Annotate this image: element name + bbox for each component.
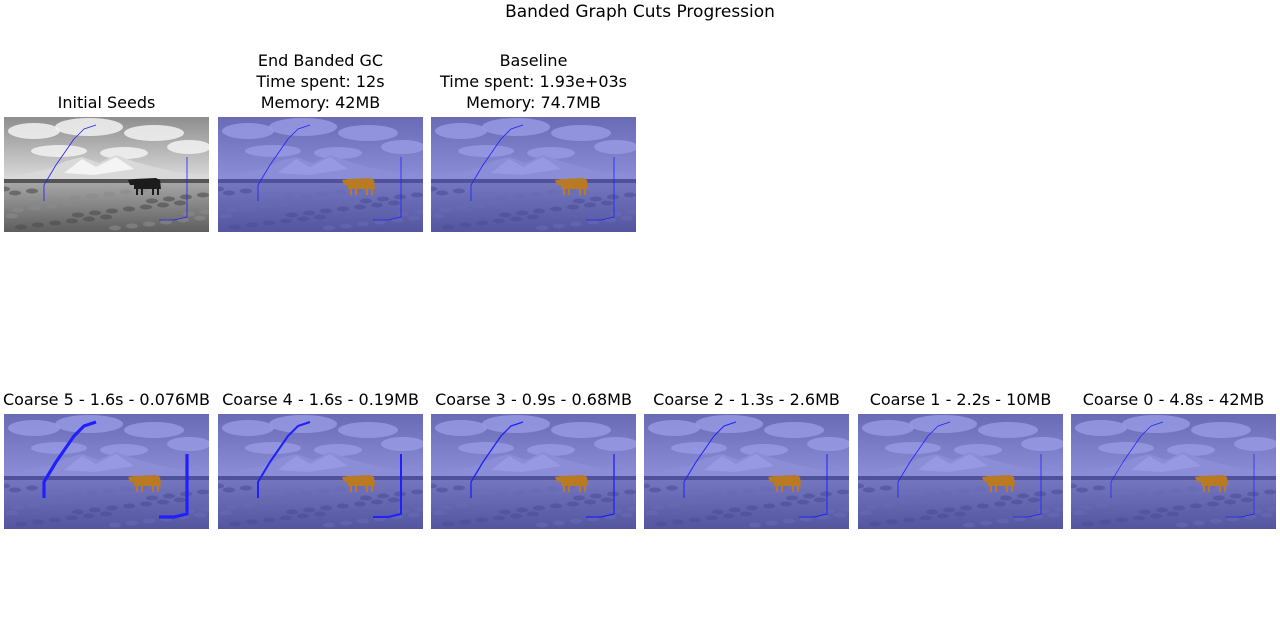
panel-coarse-0: Coarse 0 - 4.8s - 42MB (1071, 390, 1276, 529)
panel-baseline: Baseline Time spent: 1.93e+03s Memory: 7… (431, 51, 636, 232)
panel-title: End Banded GC Time spent: 12s Memory: 42… (198, 50, 443, 113)
panel-coarse-4: Coarse 4 - 1.6s - 0.19MB (218, 390, 423, 529)
seed-strokes (470, 421, 615, 518)
panel-title-line: Coarse 2 - 1.3s - 2.6MB (653, 390, 840, 409)
cow-segment (555, 475, 588, 492)
segmentation-image (644, 414, 849, 529)
seed-strokes (897, 421, 1042, 518)
cow-segment (982, 475, 1015, 492)
panel-title-line: Baseline (499, 51, 568, 70)
panel-title-line: Coarse 3 - 0.9s - 0.68MB (435, 390, 632, 409)
panel-title-line: Time spent: 12s (256, 72, 385, 91)
panel-title: Coarse 1 - 2.2s - 10MB (838, 389, 1083, 410)
segmentation-image (858, 414, 1063, 529)
seed-strokes (683, 421, 828, 518)
panel-initial-seeds: Initial Seeds (4, 93, 209, 232)
panel-title: Initial Seeds (0, 92, 229, 113)
panel-coarse-2: Coarse 2 - 1.3s - 2.6MB (644, 390, 849, 529)
panel-title-line: Initial Seeds (57, 93, 156, 112)
seed-strokes (257, 124, 402, 221)
panel-title: Coarse 4 - 1.6s - 0.19MB (198, 389, 443, 410)
seed-strokes (43, 124, 188, 221)
landscape-image (431, 117, 636, 232)
panel-title: Coarse 2 - 1.3s - 2.6MB (624, 389, 869, 410)
landscape-image (4, 117, 209, 232)
cow-segment (1195, 475, 1228, 492)
segmentation-image (4, 117, 209, 232)
seed-strokes (42, 420, 189, 519)
panel-title-line: End Banded GC (257, 51, 384, 70)
seed-strokes (1110, 421, 1255, 518)
panel-end-banded-gc: End Banded GC Time spent: 12s Memory: 42… (218, 51, 423, 232)
panel-coarse-5: Coarse 5 - 1.6s - 0.076MB (3, 390, 210, 529)
landscape-image (4, 414, 209, 529)
cow-segment (342, 475, 375, 492)
segmentation-image (1071, 414, 1276, 529)
segmentation-image (218, 414, 423, 529)
cow-segment (555, 178, 588, 195)
seed-strokes (470, 124, 615, 221)
panel-title-line: Coarse 1 - 2.2s - 10MB (869, 390, 1052, 409)
seed-strokes (257, 421, 402, 518)
panel-title-line: Coarse 0 - 4.8s - 42MB (1082, 390, 1265, 409)
segmentation-image (431, 414, 636, 529)
cow-segment (768, 475, 801, 492)
landscape-image (218, 117, 423, 232)
panel-title: Baseline Time spent: 1.93e+03s Memory: 7… (411, 50, 656, 113)
cow-segment (128, 178, 161, 195)
panel-title-line: Memory: 74.7MB (466, 93, 601, 112)
panel-title-line: Coarse 5 - 1.6s - 0.076MB (2, 390, 211, 409)
panel-title-line: Coarse 4 - 1.6s - 0.19MB (222, 390, 419, 409)
panel-title: Coarse 0 - 4.8s - 42MB (1051, 389, 1280, 410)
panel-coarse-3: Coarse 3 - 0.9s - 0.68MB (431, 390, 636, 529)
panel-title: Coarse 3 - 0.9s - 0.68MB (411, 389, 656, 410)
landscape-image (218, 414, 423, 529)
cow-segment (342, 178, 375, 195)
cow-segment (128, 475, 161, 492)
panel-title: Coarse 5 - 1.6s - 0.076MB (0, 389, 229, 410)
landscape-image (431, 414, 636, 529)
landscape-image (1071, 414, 1276, 529)
segmentation-image (218, 117, 423, 232)
landscape-image (858, 414, 1063, 529)
panel-coarse-1: Coarse 1 - 2.2s - 10MB (858, 390, 1063, 529)
segmentation-image (431, 117, 636, 232)
figure-title: Banded Graph Cuts Progression (505, 2, 775, 22)
panel-title-line: Time spent: 1.93e+03s (439, 72, 628, 91)
landscape-image (644, 414, 849, 529)
segmentation-image (4, 414, 209, 529)
panel-title-line: Memory: 42MB (260, 93, 381, 112)
